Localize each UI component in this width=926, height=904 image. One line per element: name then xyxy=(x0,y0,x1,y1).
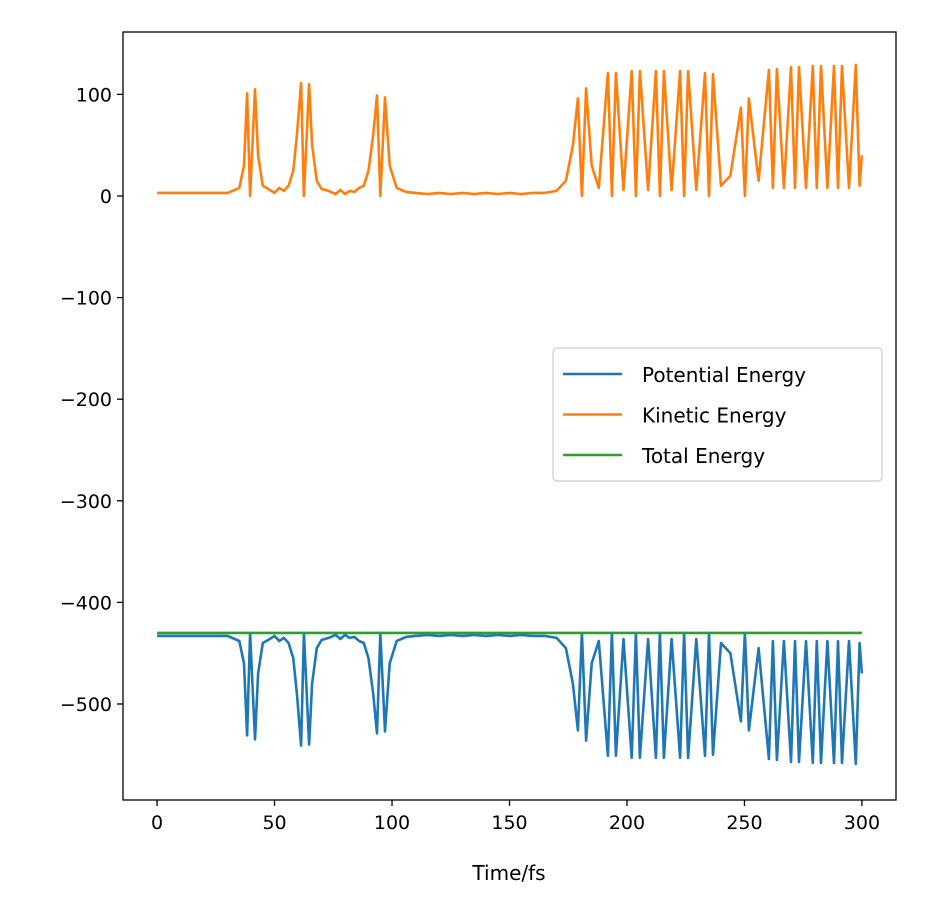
y-tick-label: −200 xyxy=(60,389,112,411)
x-tick-label: 150 xyxy=(491,812,527,834)
y-tick-label: −300 xyxy=(60,491,112,513)
legend: Potential Energy Kinetic Energy Total Ener… xyxy=(552,347,883,482)
legend-box xyxy=(552,347,883,482)
x-tick-label: 200 xyxy=(609,812,645,834)
legend-label: Total Energy xyxy=(641,444,765,468)
legend-item: Total Energy xyxy=(563,444,765,468)
legend-label: Kinetic Energy xyxy=(642,404,787,428)
y-axis: 100 0 −100 −200 −300 −400 −500 xyxy=(60,84,123,716)
x-tick-label: 300 xyxy=(844,812,880,834)
legend-label: Potential Energy xyxy=(642,363,806,387)
legend-item: Kinetic Energy xyxy=(563,404,787,428)
y-tick-label: −400 xyxy=(60,592,112,614)
series-line-potential-energy xyxy=(157,631,864,766)
y-tick-label: 0 xyxy=(100,186,112,208)
x-tick-label: 250 xyxy=(726,812,762,834)
x-tick-label: 50 xyxy=(262,812,286,834)
x-tick-label: 0 xyxy=(151,812,163,834)
x-axis-label: Time/fs xyxy=(471,861,545,885)
x-tick-label: 100 xyxy=(374,812,410,834)
legend-item: Potential Energy xyxy=(563,363,806,387)
series-line-kinetic-energy xyxy=(157,63,864,198)
y-tick-label: −500 xyxy=(60,694,112,716)
y-tick-label: 100 xyxy=(76,84,112,106)
y-tick-label: −100 xyxy=(60,288,112,310)
series-layer xyxy=(157,63,864,766)
x-axis: 0 50 100 150 200 250 300 xyxy=(151,800,880,834)
